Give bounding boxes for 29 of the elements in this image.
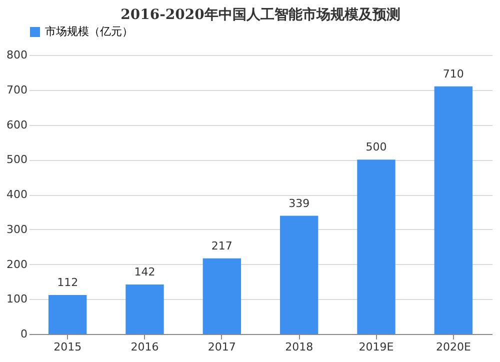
x-tick-label: 2018 bbox=[285, 340, 314, 354]
y-tick-label: 0 bbox=[20, 328, 28, 340]
x-tick-label: 2017 bbox=[208, 340, 236, 354]
bar bbox=[434, 86, 473, 334]
data-label: 112 bbox=[57, 276, 78, 289]
x-tick-label: 2019E bbox=[358, 340, 394, 354]
data-label: 339 bbox=[288, 196, 310, 210]
bar bbox=[48, 294, 87, 334]
y-tick-label: 200 bbox=[6, 258, 28, 271]
y-tick-label: 600 bbox=[6, 118, 28, 132]
data-label: 217 bbox=[211, 239, 232, 252]
y-tick-label: 500 bbox=[6, 153, 28, 166]
bar bbox=[202, 258, 242, 334]
y-tick-label: 800 bbox=[6, 48, 28, 62]
legend-label: 市场规模（亿元） bbox=[45, 25, 133, 38]
y-tick-label: 100 bbox=[6, 292, 28, 306]
bar bbox=[126, 284, 164, 334]
chart-title: 2016-2020年中国人工智能市场规模及预测 bbox=[120, 6, 400, 23]
data-label: 142 bbox=[134, 265, 156, 278]
bar bbox=[280, 216, 318, 334]
y-tick-label: 400 bbox=[6, 188, 28, 201]
data-label: 710 bbox=[442, 67, 464, 80]
y-tick-label: 700 bbox=[6, 83, 28, 96]
data-label: 500 bbox=[366, 140, 387, 154]
y-tick-label: 300 bbox=[6, 222, 28, 236]
x-tick-label: 2020E bbox=[436, 340, 471, 354]
x-tick-label: 2015 bbox=[54, 340, 82, 354]
bar bbox=[357, 160, 396, 334]
x-tick-label: 2016 bbox=[130, 340, 159, 354]
